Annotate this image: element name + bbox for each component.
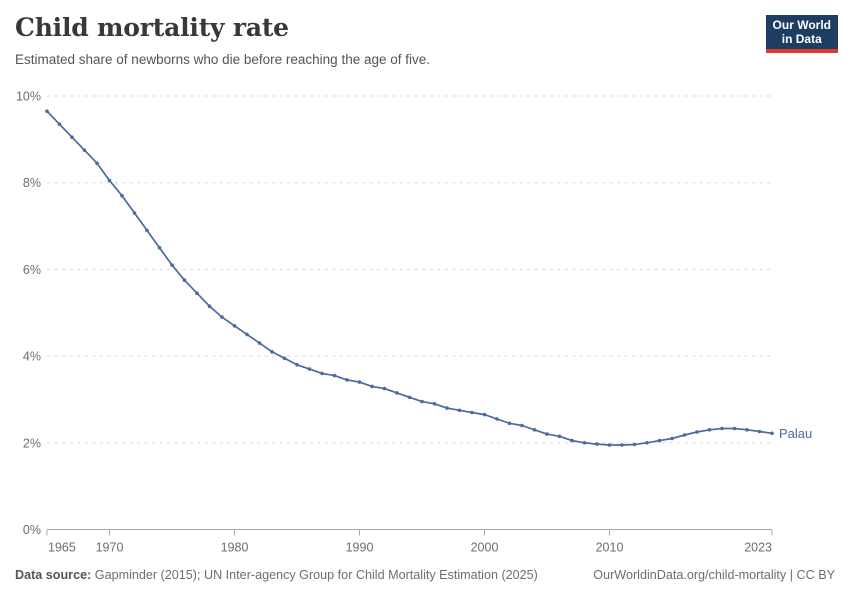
data-point <box>257 341 262 345</box>
data-point <box>757 429 762 434</box>
data-point <box>307 367 312 371</box>
x-axis-tick-label: 1965 <box>48 541 76 555</box>
data-point <box>107 178 112 183</box>
data-point <box>395 391 399 395</box>
data-point <box>220 315 224 319</box>
data-point <box>195 291 199 296</box>
x-axis-tick-label: 1990 <box>346 541 374 555</box>
data-point <box>457 408 462 413</box>
x-axis-tick-label: 2010 <box>596 541 624 555</box>
data-point <box>470 410 474 415</box>
data-point <box>620 443 624 447</box>
data-point <box>557 434 562 439</box>
owid-url-link[interactable]: OurWorldinData.org/child-mortality | CC … <box>593 568 835 582</box>
data-point <box>720 426 724 431</box>
data-point <box>70 135 74 139</box>
data-point <box>445 406 449 410</box>
chart-subtitle: Estimated share of newborns who die befo… <box>15 52 430 67</box>
data-point <box>420 399 424 404</box>
y-axis-tick-label: 10% <box>16 90 41 104</box>
data-point <box>607 443 612 447</box>
y-axis-tick-label: 2% <box>23 436 41 450</box>
x-axis-tick-label: 1980 <box>221 541 249 555</box>
y-axis-tick-label: 4% <box>23 350 41 364</box>
data-point <box>682 433 687 437</box>
y-axis-tick-label: 8% <box>23 176 41 190</box>
data-point <box>345 378 349 382</box>
data-point <box>545 432 549 436</box>
data-point <box>120 193 124 198</box>
data-point <box>157 245 162 250</box>
data-point <box>507 421 512 426</box>
data-point <box>282 356 287 361</box>
data-point <box>182 278 187 283</box>
data-point <box>357 380 362 384</box>
data-point <box>632 442 637 447</box>
owid-logo: Our World in Data <box>765 15 838 53</box>
data-point <box>582 441 587 445</box>
data-point <box>320 371 324 376</box>
data-point <box>270 350 274 354</box>
page-title: Child mortality rate <box>15 13 289 42</box>
data-point <box>295 363 299 367</box>
data-point <box>407 395 412 400</box>
data-point <box>370 384 374 389</box>
data-point <box>645 441 649 445</box>
data-point <box>482 412 487 417</box>
y-axis-tick-label: 6% <box>23 263 41 277</box>
data-source-text: Gapminder (2015); UN Inter-agency Group … <box>91 568 538 582</box>
data-point <box>82 148 87 152</box>
series-line <box>46 110 773 446</box>
data-point <box>657 438 662 443</box>
owid-logo-line1: Our World <box>772 18 831 32</box>
data-source-note: Data source: Gapminder (2015); UN Inter-… <box>15 568 538 582</box>
data-point <box>770 431 774 436</box>
data-point <box>745 428 749 432</box>
data-point <box>520 423 524 428</box>
data-point <box>332 373 337 378</box>
data-point <box>732 426 737 431</box>
x-axis-tick-label: 2023 <box>744 541 772 555</box>
data-point <box>495 417 499 421</box>
data-point <box>170 263 174 267</box>
x-axis-tick-label: 1970 <box>96 541 124 555</box>
data-point <box>382 386 387 391</box>
data-point <box>695 430 699 434</box>
y-axis-tick-label: 0% <box>23 523 41 537</box>
data-point <box>207 304 212 309</box>
x-axis-tick-label: 2000 <box>471 541 499 555</box>
data-point <box>57 122 62 126</box>
data-point <box>707 428 712 432</box>
data-point <box>132 211 137 215</box>
data-point <box>432 402 437 406</box>
data-point <box>245 332 249 337</box>
data-point <box>45 109 49 113</box>
data-point <box>595 442 599 446</box>
chart-footer: Data source: Gapminder (2015); UN Inter-… <box>15 568 835 582</box>
data-point <box>95 161 99 165</box>
data-point <box>670 436 674 441</box>
data-point <box>532 428 537 432</box>
data-point <box>145 228 149 233</box>
owid-logo-line2: in Data <box>781 31 822 46</box>
data-source-label: Data source: <box>15 568 92 582</box>
series-end-label: Palau <box>779 426 812 441</box>
data-point <box>232 324 237 328</box>
data-point <box>570 438 574 443</box>
